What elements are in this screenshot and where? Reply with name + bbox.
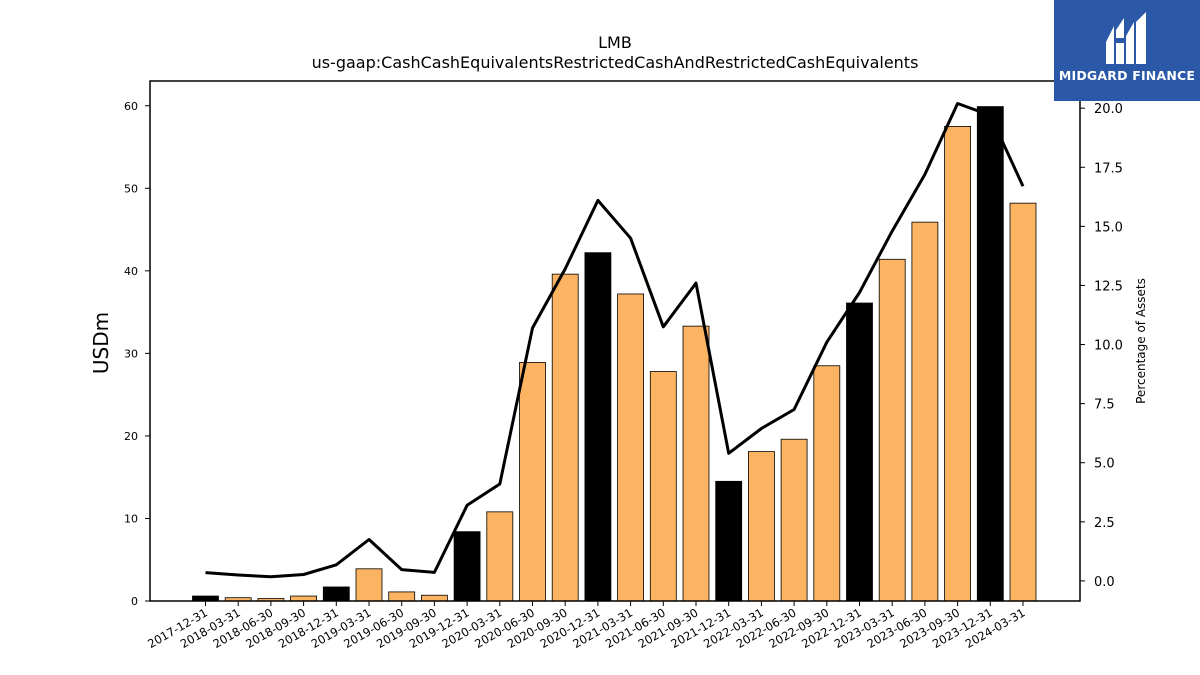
brand-logo: MIDGARD FINANCE [1054,0,1200,101]
bar [519,362,546,602]
y2-tick-label: 15.0 [1094,220,1123,235]
y2-axis-label: Percentage of Assets [1134,278,1148,404]
plot-frame [149,80,1081,602]
bar [551,273,579,602]
y2-tick-label: 20.0 [1094,102,1123,117]
bar [355,568,383,602]
percentage-line [205,102,1025,579]
y-axis-label: USDm [89,312,113,374]
bar [846,302,873,602]
bar [420,594,448,602]
plot-area: 0 10 20 30 40 50 60 0.0 2.5 5.0 7.5 10.0 12.5 15.0 17.… [124,80,1123,651]
bar [715,480,743,602]
bar [486,511,514,602]
y2-tick-label: 5.0 [1094,457,1115,472]
midgard-m-icon [1106,12,1146,64]
brand-name: MIDGARD FINANCE [1058,68,1196,83]
y-tick-label: 60 [124,100,138,113]
y-tick-label: 40 [124,265,138,278]
y2-tick-label: 2.5 [1094,516,1115,531]
y-tick-label: 10 [124,512,138,525]
y-tick-label: 50 [124,182,138,195]
bar [322,586,350,602]
bar [813,365,841,602]
bar [748,451,775,602]
bar [780,438,808,602]
chart-title: LMB [598,33,632,52]
y2-tick-label: 7.5 [1094,398,1115,413]
bar [388,591,416,602]
y2-tick-label: 17.5 [1094,161,1123,176]
y2-tick-label: 10.0 [1094,339,1123,354]
bar [1009,202,1037,602]
bar [453,531,481,602]
bar [944,125,971,602]
y-tick-label: 20 [124,430,138,443]
y-tick-label: 30 [124,347,138,360]
y2-tick-label: 12.5 [1094,279,1123,294]
bar [682,325,710,602]
bar [878,258,906,602]
bar [584,252,612,602]
bar [976,106,1004,602]
bar [911,221,939,602]
chart-subtitle: us-gaap:CashCashEquivalentsRestrictedCas… [312,53,919,72]
y2-tick-label: 0.0 [1094,575,1115,590]
bar [617,293,644,602]
bar [649,371,677,602]
y-tick-label: 0 [131,595,138,608]
